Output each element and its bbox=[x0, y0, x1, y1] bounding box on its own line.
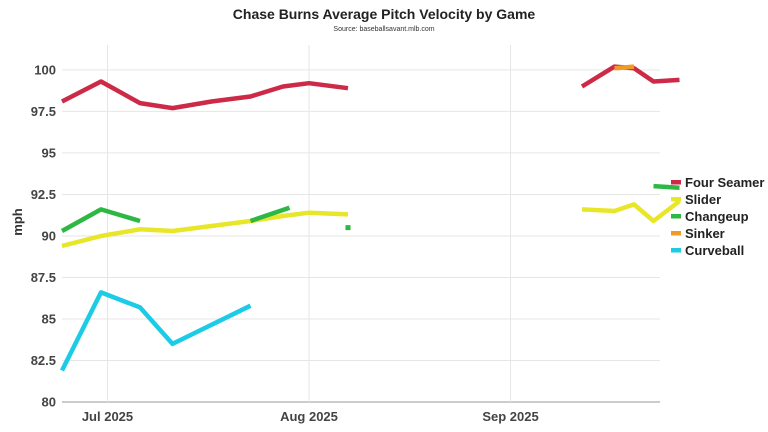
y-tick-label: 85 bbox=[42, 311, 56, 326]
legend-swatch-changeup bbox=[671, 214, 681, 219]
y-tick-label: 90 bbox=[42, 228, 56, 243]
slider-line bbox=[581, 199, 681, 224]
x-tick-label: Jul 2025 bbox=[82, 409, 133, 424]
legend-label-curveball: Curveball bbox=[685, 243, 744, 258]
chart-title: Chase Burns Average Pitch Velocity by Ga… bbox=[233, 6, 536, 22]
y-tick-label: 87.5 bbox=[31, 270, 56, 285]
changeup-point bbox=[345, 225, 351, 231]
legend-label-sinker: Sinker bbox=[685, 226, 725, 241]
y-tick-label: 82.5 bbox=[31, 353, 56, 368]
four-seamer-line bbox=[60, 79, 349, 111]
legend-swatch-sinker bbox=[671, 231, 681, 236]
x-axis-ticks: Jul 2025 Aug 2025 Sep 2025 bbox=[82, 409, 539, 424]
y-tick-label: 92.5 bbox=[31, 187, 56, 202]
y-tick-label: 97.5 bbox=[31, 104, 56, 119]
legend-swatch-four-seamer bbox=[671, 180, 681, 185]
legend: Four Seamer Slider Changeup Sinker Curveball bbox=[671, 175, 764, 258]
series-lines bbox=[59, 64, 681, 372]
series-curveball bbox=[59, 290, 252, 372]
changeup-line bbox=[653, 183, 680, 191]
slider-line bbox=[61, 210, 349, 249]
x-tick-label: Sep 2025 bbox=[482, 409, 538, 424]
changeup-line bbox=[60, 207, 141, 233]
y-tick-label: 100 bbox=[34, 62, 56, 77]
curveball-line bbox=[59, 290, 252, 372]
chart-subtitle: Source: baseballsavant.mlb.com bbox=[333, 26, 434, 33]
y-axis-ticks: 80 82.5 85 87.5 90 92.5 95 97.5 100 bbox=[31, 62, 56, 409]
y-tick-label: 95 bbox=[42, 145, 56, 160]
series-sinker bbox=[614, 64, 635, 71]
legend-swatch-curveball bbox=[671, 248, 681, 253]
x-tick-label: Aug 2025 bbox=[280, 409, 338, 424]
legend-swatch-slider bbox=[671, 197, 681, 202]
legend-label-four-seamer: Four Seamer bbox=[685, 175, 764, 190]
legend-label-slider: Slider bbox=[685, 192, 721, 207]
legend-label-changeup: Changeup bbox=[685, 209, 749, 224]
y-tick-label: 80 bbox=[42, 395, 56, 410]
series-four-seamer bbox=[60, 64, 680, 111]
sinker-line bbox=[614, 64, 635, 71]
grid bbox=[62, 45, 660, 403]
series-slider bbox=[61, 199, 681, 249]
series-changeup bbox=[60, 183, 680, 233]
y-axis-title: mph bbox=[10, 208, 25, 236]
changeup-line bbox=[249, 205, 291, 224]
